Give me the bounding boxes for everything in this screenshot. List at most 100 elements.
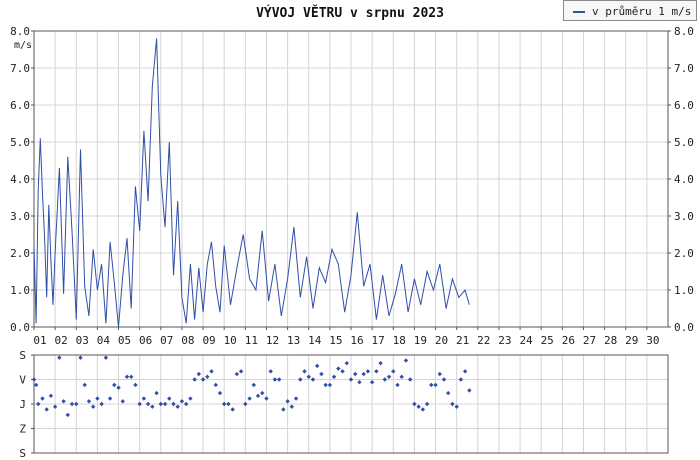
x-tick-label: 11 [245, 334, 258, 347]
direction-point [454, 404, 459, 409]
direction-point [353, 371, 358, 377]
direction-point [40, 396, 45, 401]
direction-point [200, 377, 206, 382]
direction-point [255, 393, 261, 399]
x-tick-label: 25 [541, 334, 554, 347]
direction-label: Z [19, 423, 26, 436]
x-tick-label: 09 [202, 334, 215, 347]
direction-point [36, 401, 41, 407]
x-tick-label: 08 [181, 334, 194, 347]
direction-point [327, 382, 333, 388]
direction-point [192, 377, 197, 382]
x-tick-label: 02 [55, 334, 68, 347]
direction-point [407, 377, 413, 382]
direction-label: J [19, 398, 26, 411]
direction-point [268, 369, 273, 374]
legend-label: v průměru 1 m/s [592, 5, 692, 18]
direction-point [378, 360, 383, 366]
x-tick-label: 12 [266, 334, 279, 347]
direction-point [90, 404, 96, 409]
x-tick-label: 04 [97, 334, 111, 347]
y-tick-label-right: 3.0 [674, 210, 694, 223]
direction-point [412, 401, 417, 407]
direction-point [74, 401, 79, 407]
direction-point [276, 377, 282, 382]
direction-point [395, 382, 400, 388]
x-tick-label: 01 [33, 334, 46, 347]
direction-point [95, 396, 100, 401]
direction-point [175, 404, 180, 409]
x-tick-label: 20 [435, 334, 448, 347]
direction-point [103, 355, 109, 360]
y-tick-label-left: 7.0 [10, 62, 30, 75]
x-tick-label: 16 [350, 334, 363, 347]
y-axis-unit: m/s [14, 40, 32, 51]
direction-point [61, 399, 66, 404]
direction-point [420, 407, 426, 412]
direction-label: V [19, 374, 26, 387]
direction-point [281, 407, 286, 412]
x-tick-label: 14 [308, 334, 322, 347]
direction-point [319, 371, 324, 377]
direction-point [331, 374, 337, 379]
direction-point [82, 382, 87, 388]
direction-point [57, 355, 62, 360]
direction-point [369, 380, 375, 385]
direction-point [33, 382, 39, 388]
direction-point [382, 377, 388, 382]
direction-point [217, 390, 223, 396]
direction-point [145, 401, 151, 407]
direction-point [458, 377, 464, 382]
direction-point [437, 371, 442, 377]
y-tick-label-right: 2.0 [674, 247, 694, 260]
direction-point [52, 404, 58, 409]
direction-point [167, 396, 172, 401]
x-tick-label: 06 [139, 334, 152, 347]
direction-point [99, 401, 104, 407]
direction-point [137, 401, 142, 407]
x-tick-label: 22 [477, 334, 490, 347]
direction-point [344, 360, 349, 366]
direction-point [260, 390, 265, 396]
x-tick-label: 21 [456, 334, 469, 347]
direction-point [348, 377, 354, 382]
wind-speed-line [33, 38, 470, 328]
direction-frame [33, 354, 669, 454]
direction-point [251, 382, 256, 388]
direction-point [209, 369, 214, 374]
direction-point [391, 369, 396, 374]
direction-point [65, 412, 71, 418]
direction-point [78, 355, 83, 360]
direction-point [429, 382, 434, 388]
direction-point [129, 374, 134, 379]
y-tick-label-left: 5.0 [10, 136, 30, 149]
direction-point [230, 407, 235, 412]
direction-point [124, 374, 130, 379]
direction-point [441, 377, 447, 382]
direction-point [298, 377, 303, 382]
direction-point [112, 382, 117, 388]
x-tick-label: 17 [372, 334, 385, 347]
direction-point [433, 382, 438, 388]
y-tick-label-left: 1.0 [10, 284, 30, 297]
direction-point [238, 369, 244, 374]
direction-point [340, 369, 345, 374]
direction-point [213, 382, 218, 388]
direction-point [365, 369, 371, 374]
direction-point [243, 401, 248, 407]
y-tick-label-right: 4.0 [674, 173, 694, 186]
x-tick-label: 28 [604, 334, 617, 347]
direction-point [196, 371, 202, 377]
direction-point [44, 407, 49, 412]
y-tick-label-right: 8.0 [674, 25, 694, 38]
x-tick-label: 10 [224, 334, 237, 347]
direction-point [361, 371, 366, 377]
y-tick-label-left: 3.0 [10, 210, 30, 223]
direction-point [226, 401, 231, 407]
direction-point [416, 404, 421, 409]
direction-point [141, 396, 147, 401]
direction-point [31, 377, 37, 382]
direction-point [150, 404, 155, 409]
direction-point [264, 396, 269, 401]
